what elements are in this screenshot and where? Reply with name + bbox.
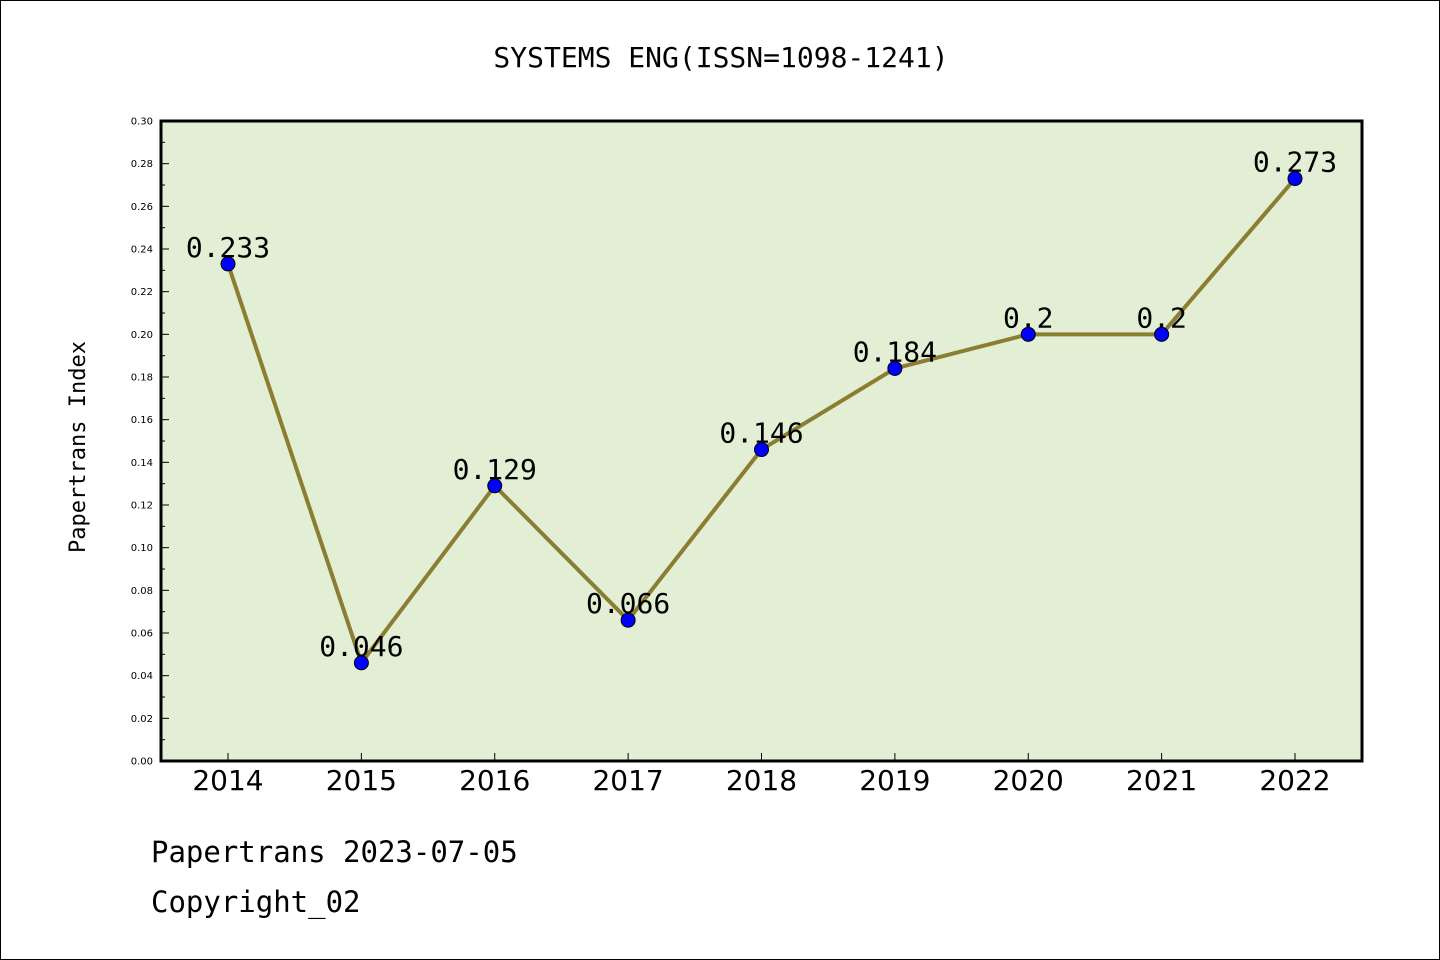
data-point <box>353 655 369 671</box>
y-tick-label: 0.02 <box>131 714 153 725</box>
y-tick-label: 0.14 <box>131 458 153 469</box>
x-axis-ticks: 2014 2015 2016 2017 2018 2019 2020 2021 2022 <box>192 753 1331 797</box>
data-label: 0.146 <box>719 417 803 450</box>
data-label: 0.184 <box>853 335 937 368</box>
data-point <box>487 478 503 494</box>
data-point <box>220 256 236 272</box>
x-tick-label: 2015 <box>326 764 397 797</box>
y-axis-label: Papertrans Index <box>66 341 91 553</box>
y-tick-label: 0.24 <box>131 245 153 256</box>
footer-date: Papertrans 2023-07-05 <box>151 835 518 869</box>
data-label: 0.129 <box>453 453 537 486</box>
y-tick-label: 0.10 <box>131 543 153 554</box>
data-point <box>620 612 636 628</box>
y-tick-label: 0.30 <box>131 117 153 128</box>
data-point <box>1154 326 1170 342</box>
y-axis-ticks: 0.00 0.02 0.04 0.06 0.08 0.10 0.12 0.14 0.16 0.18… <box>131 117 169 768</box>
y-tick-label: 0.26 <box>131 202 153 213</box>
data-label: 0.046 <box>319 630 403 663</box>
data-label: 0.2 <box>1003 301 1054 334</box>
x-tick-label: 2022 <box>1259 764 1330 797</box>
data-label: 0.066 <box>586 587 670 620</box>
data-point <box>754 442 769 458</box>
data-label: 0.273 <box>1253 146 1337 179</box>
y-tick-label: 0.12 <box>131 501 153 512</box>
x-tick-label: 2020 <box>993 764 1064 797</box>
y-tick-label: 0.00 <box>131 757 153 768</box>
x-tick-label: 2021 <box>1126 764 1197 797</box>
y-tick-label: 0.06 <box>131 629 153 640</box>
x-tick-label: 2016 <box>459 764 530 797</box>
y-tick-label: 0.20 <box>131 330 153 341</box>
y-tick-label: 0.04 <box>131 671 153 682</box>
y-tick-label: 0.16 <box>131 415 153 426</box>
y-tick-label: 0.18 <box>131 373 153 384</box>
x-tick-label: 2018 <box>726 764 797 797</box>
data-labels: 0.233 0.046 0.129 0.066 0.146 0.184 0.2 0.2 0.27… <box>186 146 1337 663</box>
data-point <box>1287 171 1303 187</box>
data-markers <box>220 171 1303 671</box>
x-tick-label: 2014 <box>192 764 263 797</box>
data-label: 0.2 <box>1136 301 1187 334</box>
chart-title: SYSTEMS ENG(ISSN=1098-1241) <box>493 41 948 74</box>
data-point <box>1020 326 1036 342</box>
plot-area <box>159 119 1364 763</box>
y-tick-label: 0.22 <box>131 287 153 298</box>
x-tick-label: 2017 <box>592 764 663 797</box>
footer-copyright: Copyright_02 <box>151 885 361 919</box>
data-point <box>887 360 903 376</box>
data-label: 0.233 <box>186 231 270 264</box>
y-tick-label: 0.08 <box>131 586 153 597</box>
y-tick-label: 0.28 <box>131 159 153 170</box>
x-tick-label: 2019 <box>859 764 930 797</box>
